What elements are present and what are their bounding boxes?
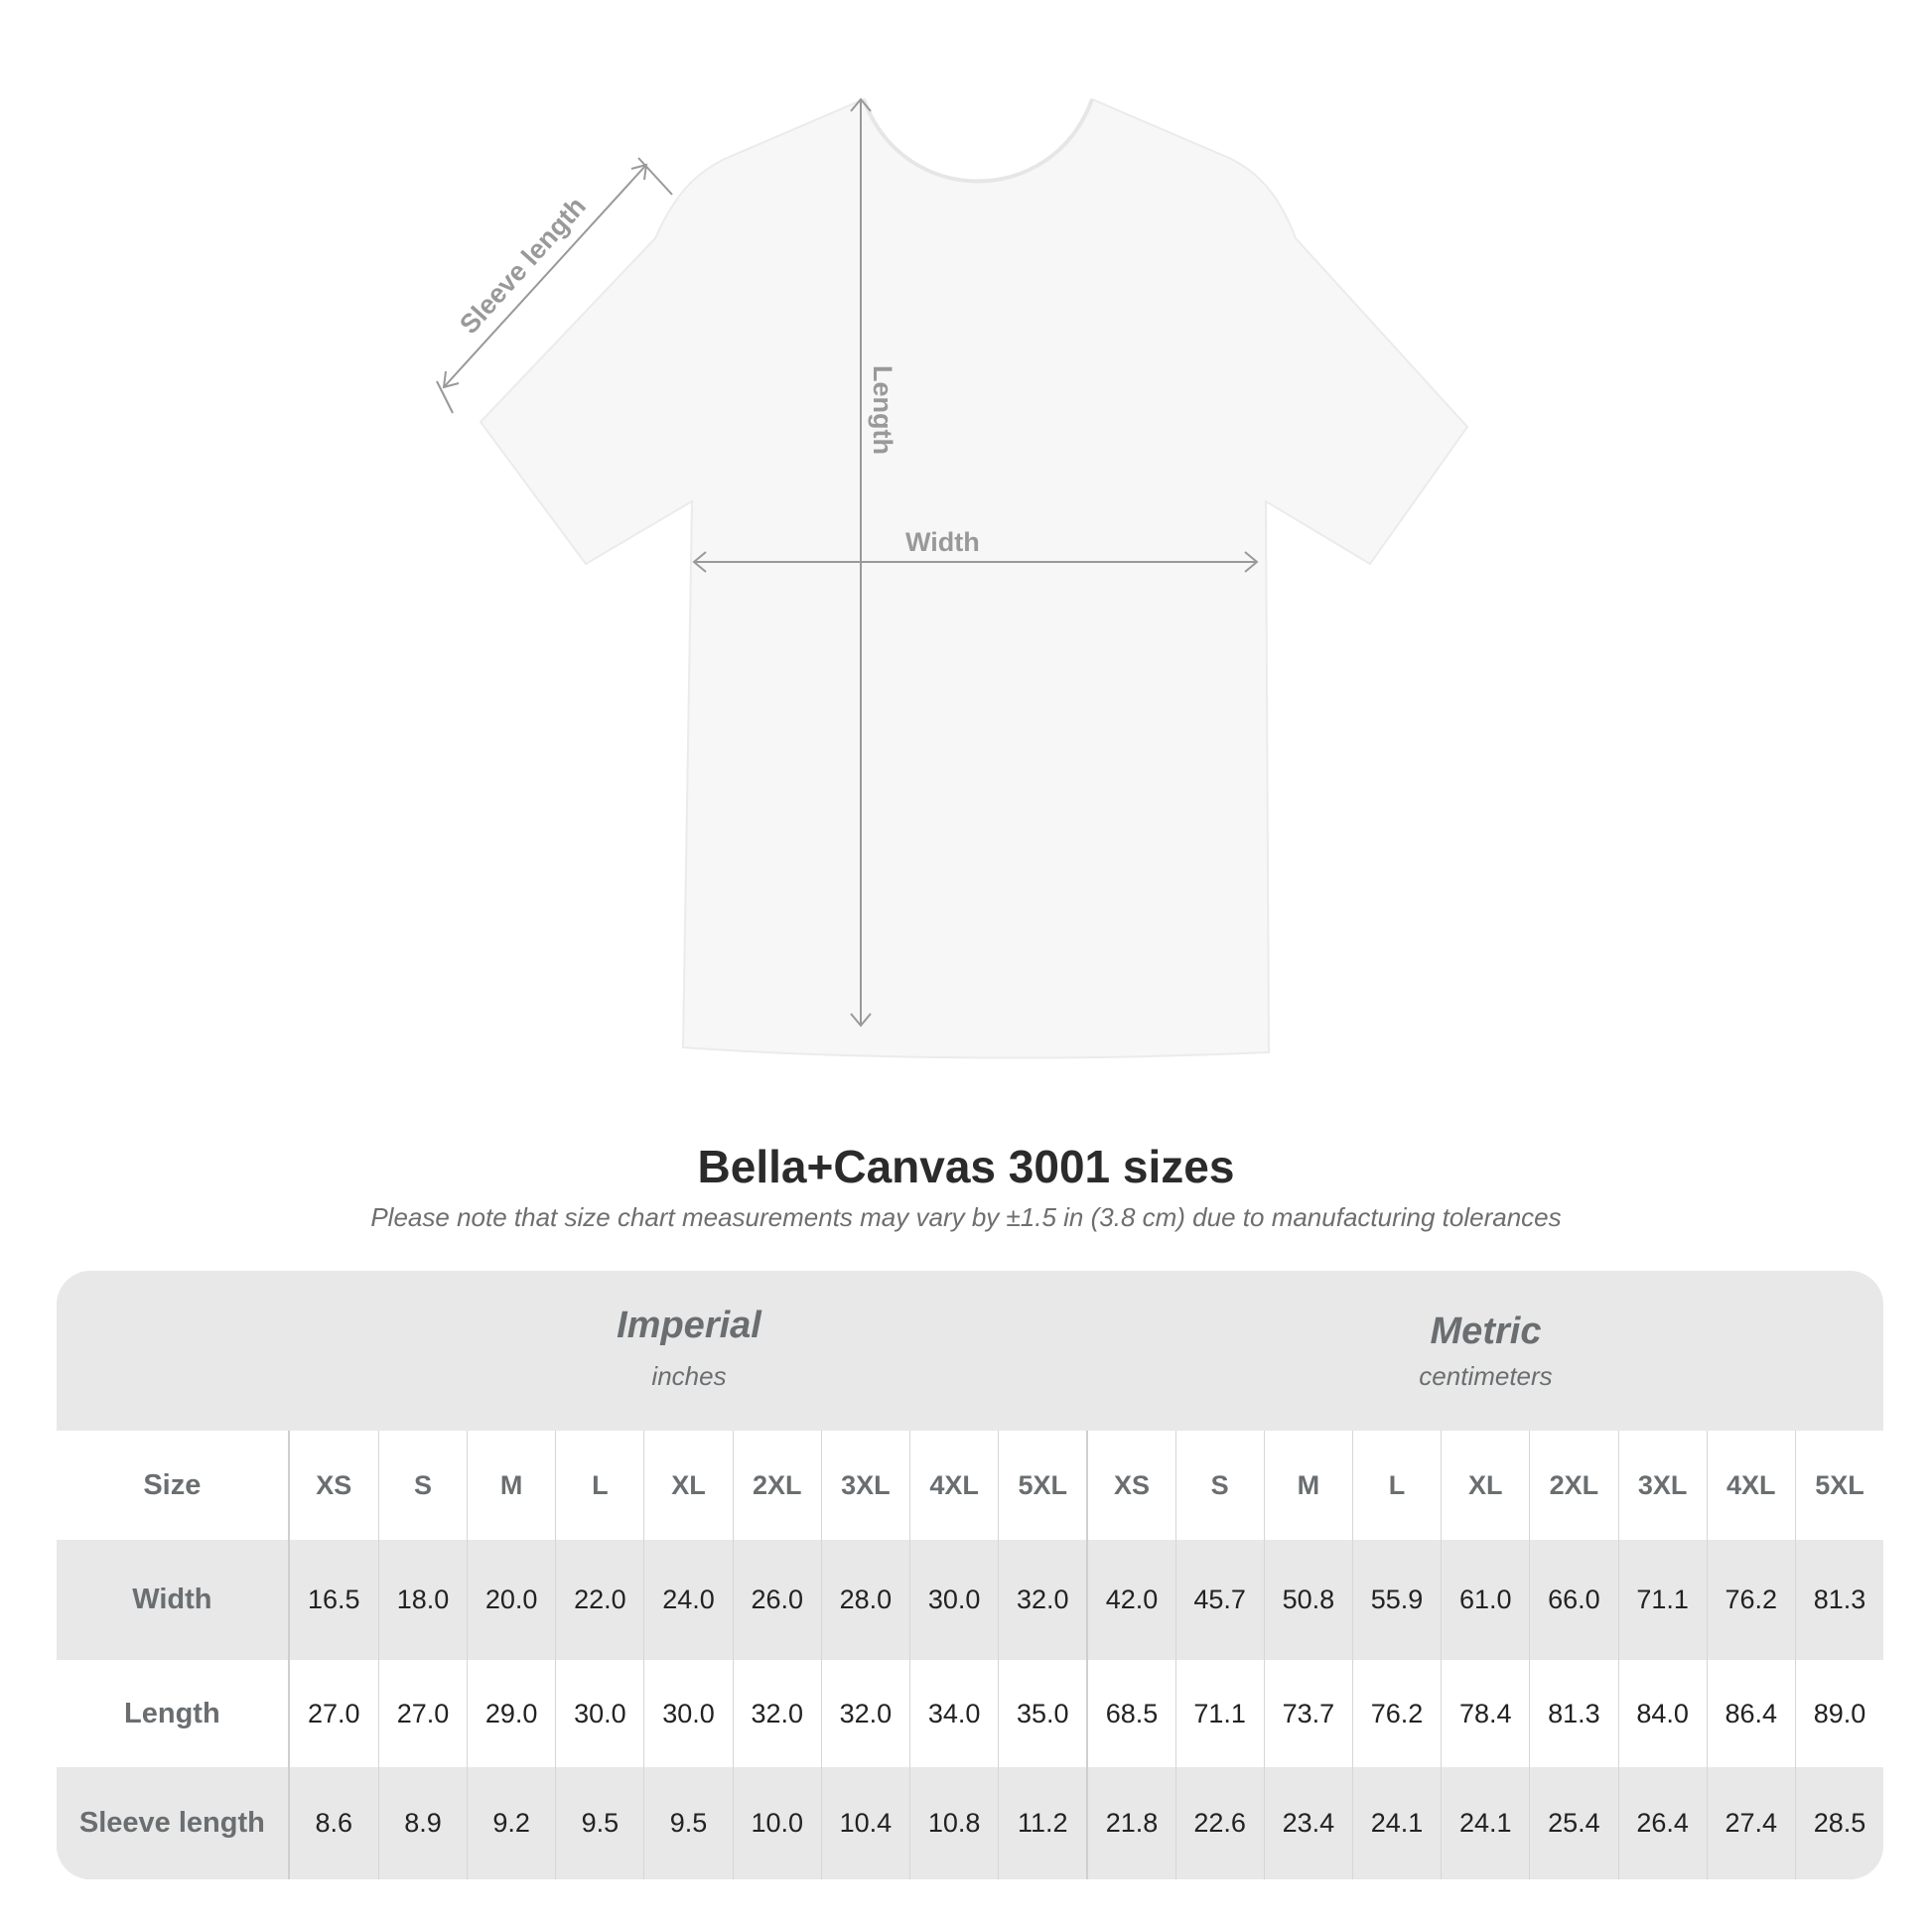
width-label: Width [905,527,980,557]
table-cell: 73.7 [1263,1660,1352,1767]
metric-unit: centimeters [1419,1361,1553,1391]
table-cell: 9.5 [555,1767,643,1879]
size-header-cell: 3XL [1617,1431,1707,1540]
table-cell: 23.4 [1263,1767,1352,1879]
size-header-cell: L [1351,1431,1441,1540]
size-header-cell: 5XL [998,1431,1086,1540]
size-header-cell: S [1174,1431,1264,1540]
table-cell: 26.4 [1617,1767,1707,1879]
size-header-cell: 4XL [1706,1431,1795,1540]
table-cell: 28.5 [1794,1767,1883,1879]
table-cell: 55.9 [1351,1540,1441,1660]
table-row: Sleeve length 8.6 8.9 9.2 9.5 9.5 10.0 10.4 10.8… [57,1767,1883,1879]
page-title: Bella+Canvas 3001 sizes [697,1141,1235,1192]
table-cell: 8.6 [315,1808,353,1838]
table-cell: 76.2 [1706,1540,1795,1660]
size-header-cell: S [377,1431,467,1540]
size-header-cell: 2XL [732,1431,821,1540]
table-cell: 24.0 [643,1540,732,1660]
table-cell: 30.0 [555,1660,643,1767]
table-cell: 21.8 [1086,1767,1174,1879]
size-header-cell: 5XL [1794,1431,1883,1540]
metric-label: Metric [1430,1311,1542,1352]
table-cell: 11.2 [998,1767,1086,1879]
size-row: Size XS S M L XL 2XL 3XL 4XL 5XL XS S M L XL 2XL 3XL 4XL… [57,1431,1883,1540]
table-cell: 86.4 [1706,1660,1795,1767]
table-cell: 45.7 [1174,1540,1264,1660]
table-cell: 10.0 [732,1767,821,1879]
table-cell: 66.0 [1529,1540,1617,1660]
sleeve-length-label: Sleeve length [454,192,592,340]
table-cell: 18.0 [377,1540,467,1660]
subtitle-note: Please note that size chart measurements… [370,1202,1562,1232]
table-cell: 30.0 [909,1540,998,1660]
table-cell: 78.4 [1441,1660,1529,1767]
size-header-cell: 3XL [820,1431,909,1540]
table-cell: 61.0 [1441,1540,1529,1660]
tshirt-shape [479,97,1469,1059]
table-cell: 84.0 [1617,1660,1707,1767]
table-cell: 35.0 [998,1660,1086,1767]
table-cell: 68.5 [1086,1660,1174,1767]
table-cell: 24.1 [1441,1767,1529,1879]
measurement-arrows [436,97,1259,1028]
table-cell: 27.0 [377,1660,467,1767]
table-row: Width 16.5 18.0 20.0 22.0 24.0 26.0 28.0 30.0 32.… [57,1540,1883,1660]
imperial-header: Imperial inches [290,1271,1088,1464]
table-cell: 28.0 [820,1540,909,1660]
table-cell: 29.0 [467,1660,555,1767]
size-table: Imperial inches Metric centimeters Size … [57,1271,1883,1879]
table-cell: 10.4 [820,1767,909,1879]
table-cell: 25.4 [1529,1767,1617,1879]
size-header-cell: 4XL [909,1431,998,1540]
imperial-label: Imperial [617,1305,761,1346]
size-header-cell: XS [1086,1431,1174,1540]
size-header-cell: XL [1441,1431,1529,1540]
table-cell: 26.0 [732,1540,821,1660]
table-cell: 76.2 [1351,1660,1441,1767]
table-cell: 50.8 [1263,1540,1352,1660]
table-cell: 22.6 [1174,1767,1264,1879]
table-row: Length 27.0 27.0 29.0 30.0 30.0 32.0 32.0 34.0 35… [57,1660,1883,1767]
row-label: Length [57,1660,290,1767]
size-header-cell: M [467,1431,555,1540]
table-cell: 22.0 [555,1540,643,1660]
size-header-cell: XS [316,1469,352,1500]
tshirt-diagram: Sleeve length Length Width [436,97,1469,1059]
table-cell: 9.5 [643,1767,732,1879]
size-header-cell: L [555,1431,643,1540]
metric-header: Metric centimeters [1088,1271,1883,1470]
table-cell: 71.1 [1617,1540,1707,1660]
size-label: Size [57,1431,290,1540]
table-cell: 34.0 [909,1660,998,1767]
imperial-unit: inches [651,1361,727,1391]
size-header-cell: 2XL [1529,1431,1617,1540]
table-cell: 89.0 [1794,1660,1883,1767]
table-cell: 81.3 [1794,1540,1883,1660]
length-label: Length [868,365,897,455]
table-cell: 9.2 [467,1767,555,1879]
table-cell: 16.5 [308,1585,360,1614]
table-cell: 27.4 [1706,1767,1795,1879]
table-cell: 20.0 [467,1540,555,1660]
table-cell: 81.3 [1529,1660,1617,1767]
table-cell: 30.0 [643,1660,732,1767]
table-cell: 32.0 [732,1660,821,1767]
table-cell: 42.0 [1086,1540,1174,1660]
row-label: Sleeve length [57,1767,290,1879]
size-header-cell: M [1263,1431,1352,1540]
table-cell: 32.0 [998,1540,1086,1660]
row-label: Width [57,1540,290,1660]
table-cell: 71.1 [1174,1660,1264,1767]
table-cell: 8.9 [377,1767,467,1879]
table-cell: 10.8 [909,1767,998,1879]
table-cell: 32.0 [820,1660,909,1767]
size-header-cell: XL [643,1431,732,1540]
table-cell: 27.0 [308,1698,360,1728]
table-cell: 24.1 [1351,1767,1441,1879]
